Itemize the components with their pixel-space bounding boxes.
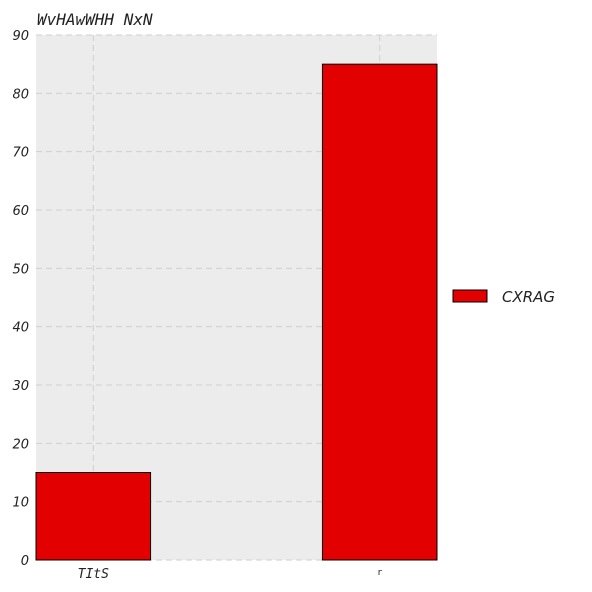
y-tick-label: 10 <box>12 496 29 511</box>
legend-swatch-cxrag <box>452 289 488 303</box>
bar-r <box>321 63 438 561</box>
y-tick-label: 50 <box>12 262 29 277</box>
y-tick-label: 60 <box>12 204 29 219</box>
x-tick-label: r <box>377 568 383 578</box>
y-tick-label: 40 <box>12 321 29 336</box>
y-tick-label: 0 <box>21 554 29 569</box>
chart-title: WvHAwWHH NxN <box>37 10 153 29</box>
y-tick-label: 20 <box>12 437 29 452</box>
legend: CXRAG <box>452 288 555 306</box>
y-tick-label: 70 <box>12 146 29 161</box>
x-axis-ticks: TItS r <box>78 567 383 582</box>
y-tick-label: 30 <box>12 379 29 394</box>
bar-TItS <box>35 472 152 561</box>
bars <box>35 63 438 561</box>
y-tick-label: 80 <box>12 87 29 102</box>
y-axis-ticks: 0 10 20 30 40 50 60 70 80 90 <box>12 29 29 569</box>
y-tick-label: 90 <box>12 29 29 44</box>
x-tick-label: TItS <box>78 567 109 582</box>
legend-label-cxrag: CXRAG <box>502 288 555 306</box>
